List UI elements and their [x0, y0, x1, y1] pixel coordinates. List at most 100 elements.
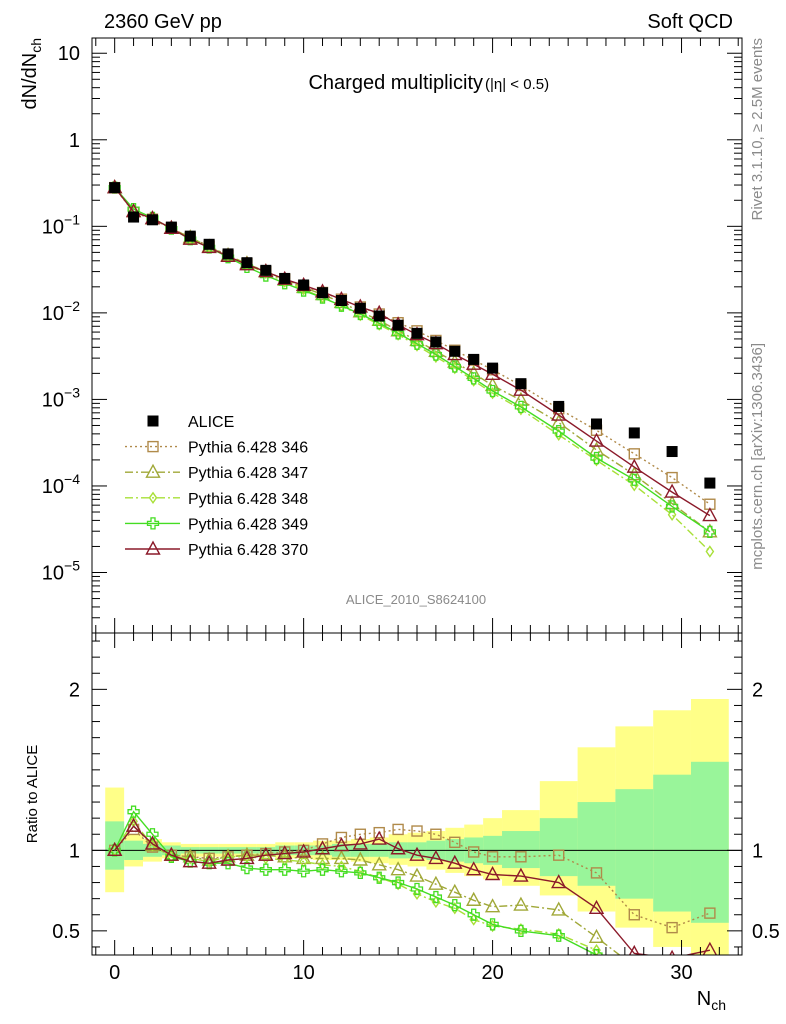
ratio-y-tick-label-1: 1	[69, 840, 80, 862]
ratio-series-2-point-8	[261, 852, 271, 865]
ratio-series-0-point-18	[449, 836, 461, 848]
x-tick-label-1: 10	[293, 962, 315, 984]
main-series-4-point-26	[702, 507, 718, 522]
ratio-series-0-point-26	[704, 907, 716, 919]
main-series-2-point-26	[705, 545, 715, 558]
band-inner-22	[539, 818, 578, 877]
rivet-label: Rivet 3.1.10, ≥ 2.5M events	[749, 38, 766, 221]
ratio-uncertainty-bands	[105, 699, 729, 955]
main-series-5-point-14	[373, 310, 385, 322]
ratio-series-1-point-14	[371, 856, 387, 871]
ratio-series-4-point-14	[371, 830, 387, 845]
band-inner-23	[577, 802, 616, 886]
ratio-series-3-point-10	[297, 865, 310, 878]
ratio-series-4-point-4	[182, 853, 198, 868]
ratio-series-1-point-23	[588, 928, 605, 943]
ratio-y-tick-label-0: 0.5	[52, 921, 80, 943]
ratio-series-3-point-11	[316, 863, 329, 876]
ratio-y-tick-label-right-0: 0.5	[752, 921, 780, 943]
ratio-series-1-line	[114, 825, 621, 955]
main-series-2-point-15	[393, 328, 403, 341]
legend-marker-2	[145, 463, 161, 478]
main-series-5-point-23	[591, 418, 603, 430]
ratio-series-3-point-14	[373, 871, 386, 884]
ratio-series-0-point-15	[392, 823, 404, 836]
main-y-tick-label-0: 10	[58, 43, 80, 65]
ratio-series-4-point-22	[551, 874, 567, 889]
ratio-series-4-point-3	[163, 846, 180, 861]
main-y-tick-label-1: 1	[69, 130, 80, 152]
ratio-series-0-line	[114, 828, 711, 929]
main-series-3-point-25	[665, 500, 679, 513]
ratio-series-2-point-10	[299, 855, 308, 868]
main-series-4-point-24	[626, 458, 642, 473]
ratio-series-1-point-11	[314, 849, 331, 865]
main-series-2-point-21	[516, 403, 526, 416]
ratio-series-4-point-8	[258, 846, 274, 861]
legend-label-3: Pythia 6.428 348	[188, 491, 308, 508]
x-tick-label-0: 0	[109, 962, 120, 984]
ratio-series-3-point-8	[259, 863, 272, 876]
main-series-2-point-16	[412, 339, 422, 352]
ratio-series-0-point-19	[467, 846, 480, 858]
main-series-3-point-16	[410, 337, 424, 350]
ratio-series-3-point-26	[704, 962, 715, 973]
ratio-series-4-point-21	[513, 867, 529, 882]
ratio-series-4-point-13	[352, 835, 368, 850]
ratio-series-3-point-19	[467, 908, 480, 921]
ratio-series-4-point-11	[314, 840, 331, 855]
ratio-series-3-point-12	[335, 865, 348, 878]
main-series-5-point-19	[468, 353, 480, 365]
main-series-3-point-26	[703, 525, 717, 538]
ratio-series-0-point-24	[628, 909, 640, 921]
ratio-series-4-point-0	[106, 841, 123, 857]
main-series-0-point-24	[628, 448, 640, 460]
main-series-layer	[106, 179, 718, 558]
ratio-ylabel: Ratio to ALICE	[24, 745, 41, 843]
main-series-5-point-20	[487, 362, 499, 374]
ratio-y-tick-label-2: 2	[69, 679, 80, 701]
main-series-1-point-17	[428, 342, 444, 357]
main-series-3-point-24	[628, 473, 641, 486]
ratio-series-4-point-9	[277, 845, 293, 860]
ratio-series-3-point-24	[629, 961, 640, 972]
legend-label-2: Pythia 6.428 347	[188, 465, 308, 482]
main-x-ticks	[95, 38, 739, 633]
main-y-tick-label-4: 10−3	[42, 384, 80, 411]
ratio-series-4-point-19	[466, 861, 482, 876]
main-series-5-point-24	[628, 427, 640, 439]
ratio-series-4	[106, 817, 718, 955]
ratio-series-3-point-7	[240, 861, 254, 875]
ratio-series-3-point-23	[590, 948, 603, 955]
ratio-series-3-point-16	[410, 882, 424, 896]
ratio-series-0-point-16	[411, 825, 423, 837]
main-series-2-line	[114, 187, 711, 553]
ratio-series-1-point-13	[352, 851, 368, 866]
main-series-2-point-25	[667, 508, 677, 521]
main-series-2-point-18	[450, 361, 460, 375]
ratio-series-2-point-23	[592, 943, 601, 955]
ratio-series-4-point-16	[409, 846, 425, 861]
main-series-5-point-18	[449, 345, 461, 357]
ratio-x-ticks: 0 10 20 30	[95, 633, 739, 984]
ratio-series-3-point-9	[278, 863, 291, 876]
legend-marker-0	[147, 415, 159, 427]
band-inner-24	[615, 789, 654, 899]
main-series-3-point-18	[448, 360, 461, 373]
ratio-series-1-point-24	[628, 959, 641, 971]
main-series-5-point-8	[260, 264, 272, 276]
ratio-series-0-point-23	[590, 867, 603, 879]
ratio-series-4-point-23	[588, 899, 605, 915]
legend-entry-4: Pythia 6.428 349	[125, 516, 308, 533]
main-series-2-point-23	[592, 454, 601, 467]
main-series-5-point-1	[128, 211, 140, 223]
main-series-3-point-23	[590, 451, 603, 465]
main-series-5-point-7	[241, 257, 253, 269]
main-series-5-point-25	[666, 446, 678, 458]
main-series-2-point-19	[469, 374, 479, 387]
main-series-3-point-17	[429, 348, 443, 361]
ratio-series-1-point-17	[428, 875, 444, 890]
ratio-series-4-point-2	[144, 835, 161, 850]
main-y-ticks: 10 1 10−1 10−2 10−3 10−4 10−5	[42, 43, 742, 634]
